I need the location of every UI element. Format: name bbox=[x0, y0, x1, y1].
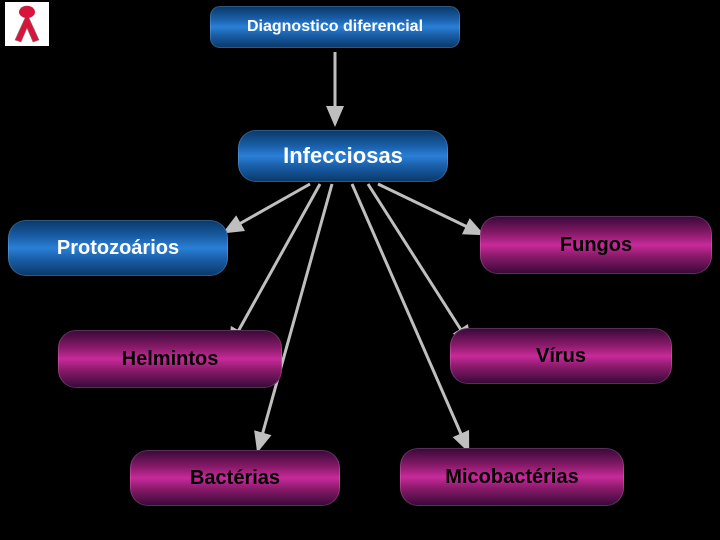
node-label: Infecciosas bbox=[283, 143, 403, 169]
node-label: Vírus bbox=[536, 345, 586, 368]
node-diagnostico-diferencial: Diagnostico diferencial bbox=[210, 6, 460, 48]
node-bacterias: Bactérias bbox=[130, 450, 340, 506]
node-label: Bactérias bbox=[190, 467, 280, 490]
node-infecciosas: Infecciosas bbox=[238, 130, 448, 182]
node-protozoarios: Protozoários bbox=[8, 220, 228, 276]
aids-ribbon-icon bbox=[5, 2, 49, 46]
node-label: Micobactérias bbox=[445, 466, 578, 489]
node-helmintos: Helmintos bbox=[58, 330, 282, 388]
node-fungos: Fungos bbox=[480, 216, 712, 274]
node-label: Protozoários bbox=[57, 237, 179, 260]
node-micobacterias: Micobactérias bbox=[400, 448, 624, 506]
node-label: Fungos bbox=[560, 234, 632, 257]
node-virus: Vírus bbox=[450, 328, 672, 384]
node-label: Diagnostico diferencial bbox=[247, 18, 423, 36]
node-label: Helmintos bbox=[122, 348, 219, 371]
